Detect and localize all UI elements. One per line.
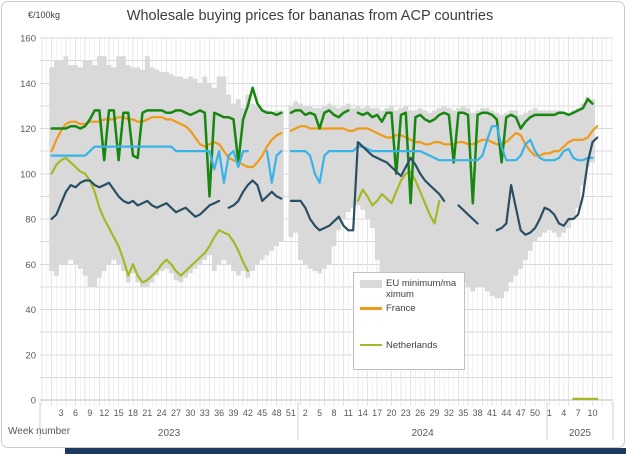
series-line <box>50 179 221 221</box>
x-tick-label: 17 <box>372 408 382 418</box>
x-tick-label: 3 <box>59 408 64 418</box>
x-tick-label: 24 <box>157 408 167 418</box>
x-tick-label: 11 <box>344 408 353 418</box>
legend-label: EU minimum/maximum <box>386 278 457 301</box>
france-line-swatch <box>360 307 382 310</box>
y-tick-label: 160 <box>20 34 36 45</box>
x-tick-label: 30 <box>185 408 195 418</box>
x-tick-label: 8 <box>331 408 336 418</box>
x-tick-label: 38 <box>473 408 483 418</box>
x-tick-label: 10 <box>587 408 597 418</box>
y-tick-label: 20 <box>25 350 36 361</box>
x-tick-label: 33 <box>200 408 210 418</box>
series-line <box>495 136 599 236</box>
series-line <box>289 109 350 130</box>
legend-spacer <box>360 318 458 340</box>
x-tick-label: 7 <box>576 408 581 418</box>
x-tick-label: 50 <box>530 408 540 418</box>
y-axis-unit-label: €/100kg <box>28 10 61 20</box>
x-tick-label: 41 <box>487 408 497 418</box>
chart-legend: EU minimum/maximum France Netherlands <box>353 272 465 370</box>
x-tick-label: 51 <box>286 408 296 418</box>
eu-minmax-swatch <box>360 280 382 288</box>
x-tick-label: 4 <box>561 408 566 418</box>
x-tick-label: 5 <box>317 408 322 418</box>
x-tick-label: 32 <box>444 408 454 418</box>
x-tick-label: 20 <box>386 408 396 418</box>
series-dark-green-unlabelled- <box>50 86 594 205</box>
year-labels: 2023 2024 2025 <box>158 428 592 439</box>
series-line <box>289 141 446 232</box>
series-line <box>50 86 283 198</box>
x-tick-label: 14 <box>358 408 368 418</box>
x-tick-label: 42 <box>243 408 253 418</box>
legend-item-netherlands: Netherlands <box>360 340 458 351</box>
x-tick-label: 48 <box>272 408 282 418</box>
series-dark-blue-unlabelled- <box>50 136 599 236</box>
x-tick-label: 21 <box>142 408 152 418</box>
x-tick-label: 6 <box>73 408 78 418</box>
series-line <box>356 170 441 225</box>
y-tick-label: 0 <box>31 396 36 407</box>
y-tick-labels: 0 20 40 60 80 100 120 140 160 <box>20 34 36 407</box>
year-label: 2024 <box>411 428 434 439</box>
legend-label: France <box>386 303 416 315</box>
legend-label: Netherlands <box>386 339 438 351</box>
series-line <box>50 145 249 184</box>
y-tick-label: 40 <box>25 305 36 316</box>
x-tick-label: 1 <box>547 408 552 418</box>
x-tick-label: 35 <box>458 408 468 418</box>
x-tick-label: 9 <box>87 408 92 418</box>
y-tick-label: 140 <box>20 79 36 90</box>
series-line <box>457 204 479 225</box>
legend-item-france: France <box>360 303 458 314</box>
x-tick-label: 44 <box>501 408 511 418</box>
year-axis <box>39 402 614 440</box>
x-tick-label: 18 <box>128 408 138 418</box>
series-france <box>50 116 599 169</box>
y-tick-label: 60 <box>25 260 36 271</box>
year-label: 2025 <box>569 428 592 439</box>
x-tick-label: 36 <box>214 408 224 418</box>
series-line <box>50 116 283 169</box>
x-tick-label: 47 <box>516 408 526 418</box>
bottom-bar <box>65 448 626 454</box>
y-tick-label: 80 <box>25 215 36 226</box>
series-line <box>227 179 283 209</box>
series-line <box>50 156 249 284</box>
series-line <box>265 150 283 184</box>
x-tick-label: 26 <box>415 408 425 418</box>
series-line <box>356 97 594 205</box>
x-tick-label: 23 <box>401 408 411 418</box>
x-tick-label: 15 <box>114 408 124 418</box>
x-tick-label: 2 <box>303 408 308 418</box>
legend-item-eu-minmax: EU minimum/maximum <box>360 278 458 300</box>
series-light-blue-unlabelled- <box>50 125 594 184</box>
x-axis-title: Week number <box>8 426 71 437</box>
page-title: Wholesale buying prices for bananas from… <box>126 8 494 24</box>
year-label: 2023 <box>158 428 181 439</box>
x-tick-label: 45 <box>257 408 267 418</box>
series-line <box>289 125 599 157</box>
series-line <box>289 125 594 184</box>
x-tick-label: 12 <box>99 408 109 418</box>
x-tick-label: 39 <box>228 408 238 418</box>
series-netherlands <box>50 156 599 400</box>
netherlands-line-swatch <box>360 343 382 347</box>
y-tick-label: 100 <box>20 169 36 180</box>
y-tick-label: 120 <box>20 124 36 135</box>
x-tick-label: 27 <box>171 408 181 418</box>
x-tick-label: 29 <box>430 408 440 418</box>
x-tick-labels: 3 6 9 12 15 18 21 24 27 30 33 36 39 42 45 48 51 2 5 8 11 14 17… <box>59 408 598 418</box>
